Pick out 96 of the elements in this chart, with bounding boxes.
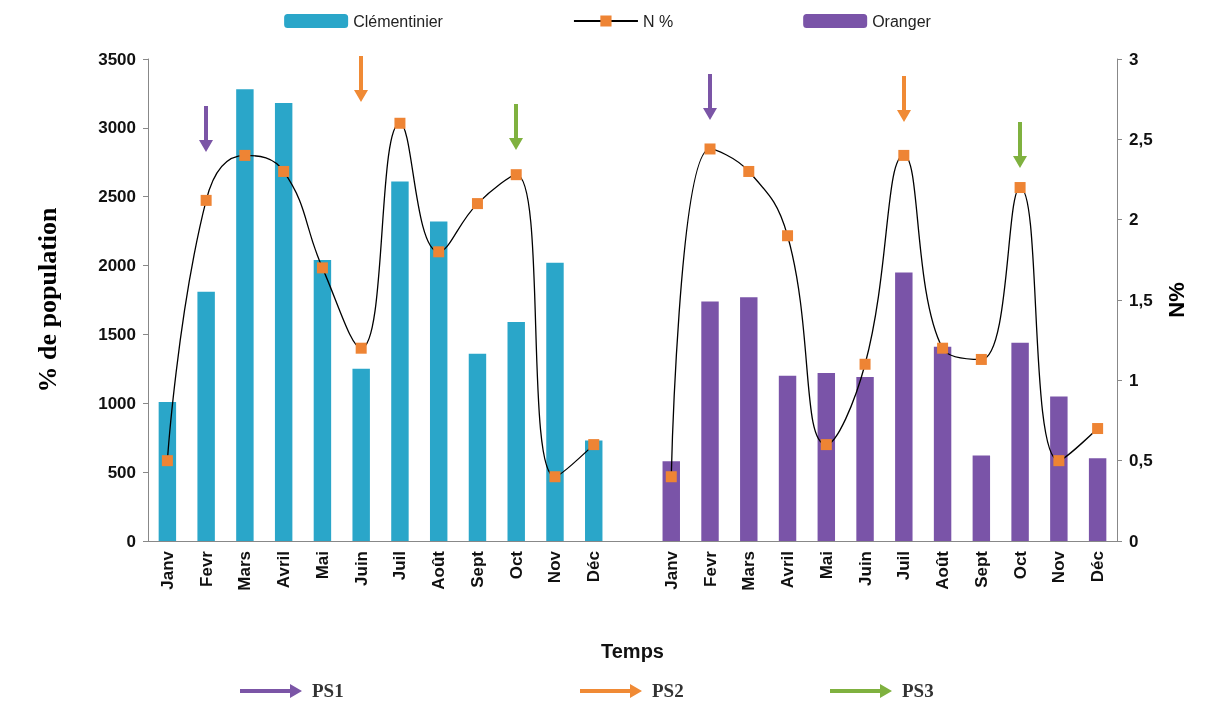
bar xyxy=(274,103,293,541)
point xyxy=(200,194,212,206)
x-tick-label: Juin xyxy=(351,551,371,586)
x-tick-label: Mars xyxy=(235,551,255,591)
point xyxy=(278,165,290,177)
point xyxy=(898,149,910,161)
point xyxy=(549,471,561,483)
bar xyxy=(158,401,177,541)
bar xyxy=(391,181,409,541)
x-tick-label: Sept xyxy=(971,550,991,588)
point xyxy=(937,342,949,354)
y-axis-title: % de population xyxy=(32,206,62,393)
y2-tick-label: 0 xyxy=(1129,531,1139,551)
bar xyxy=(662,461,680,541)
point xyxy=(704,143,716,155)
point xyxy=(1092,423,1104,435)
point xyxy=(588,439,600,451)
y-tick-label: 500 xyxy=(107,462,136,482)
text: PS2 xyxy=(652,680,684,702)
y2-tick-label: 1,5 xyxy=(1129,290,1153,310)
point xyxy=(1053,455,1065,467)
point xyxy=(665,471,677,483)
y-tick-label: 1500 xyxy=(98,324,136,344)
point xyxy=(394,117,406,129)
y-tick-label: 3500 xyxy=(98,49,136,69)
point xyxy=(316,262,328,274)
y-tick-label: 3000 xyxy=(98,118,136,138)
x-tick-label: Fevr xyxy=(196,550,216,587)
point xyxy=(471,198,483,210)
legend-label: N % xyxy=(642,12,674,30)
point xyxy=(743,165,755,177)
x-tick-label: Janv xyxy=(661,550,681,590)
bar xyxy=(778,375,797,541)
bar xyxy=(313,260,332,541)
point xyxy=(975,353,987,365)
y2-tick-label: 2,5 xyxy=(1129,129,1153,149)
x-tick-label: Oct xyxy=(506,550,526,580)
x-tick-label: Juil xyxy=(390,551,410,581)
point xyxy=(820,439,832,451)
bar xyxy=(895,272,913,541)
bar xyxy=(856,377,874,541)
bar xyxy=(429,221,448,541)
point xyxy=(239,149,251,161)
y-tick-label: 2000 xyxy=(98,256,136,276)
y2-tick-label: 0,5 xyxy=(1129,451,1153,471)
x-tick-label: Avril xyxy=(274,551,294,589)
bar xyxy=(507,322,525,541)
bar xyxy=(546,262,564,541)
bar xyxy=(352,368,370,541)
point xyxy=(782,230,794,242)
y2-axis-title: N% xyxy=(1163,282,1189,318)
point xyxy=(859,358,871,370)
x-tick-label: Mai xyxy=(816,551,836,580)
bar xyxy=(972,455,991,541)
point xyxy=(1014,182,1026,194)
bar xyxy=(1050,396,1068,541)
y2-tick-label: 3 xyxy=(1129,49,1139,69)
x-tick-label: Août xyxy=(933,550,953,590)
text: PS3 xyxy=(902,680,934,702)
x-tick-label: Nov xyxy=(545,550,565,584)
x-tick-label: Juin xyxy=(855,551,875,586)
x-tick-label: Sept xyxy=(467,550,487,588)
point xyxy=(433,246,445,258)
legend-label: Oranger xyxy=(872,12,932,30)
x-tick-label: Déc xyxy=(584,551,604,583)
bar xyxy=(468,353,487,541)
x-tick-label: Oct xyxy=(1010,550,1030,580)
point xyxy=(510,169,522,181)
bar xyxy=(197,291,215,541)
bar xyxy=(585,440,603,541)
point xyxy=(161,455,173,467)
bar xyxy=(817,372,836,541)
text: PS1 xyxy=(312,680,344,702)
point xyxy=(355,342,367,354)
bar xyxy=(1088,458,1107,541)
y2-tick-label: 2 xyxy=(1129,210,1139,230)
y-tick-label: 1000 xyxy=(98,393,136,413)
y-tick-label: 2500 xyxy=(98,187,136,207)
x-tick-label: Avril xyxy=(778,551,798,589)
y2-tick-label: 1 xyxy=(1129,370,1139,390)
x-tick-label: Déc xyxy=(1088,551,1108,583)
x-tick-label: Mars xyxy=(739,551,759,591)
bar xyxy=(701,301,719,541)
x-axis-title: Temps xyxy=(601,640,664,662)
x-tick-label: Janv xyxy=(157,550,177,590)
x-tick-label: Juil xyxy=(894,551,914,581)
y-tick-label: 0 xyxy=(126,531,136,551)
legend-label: Clémentinier xyxy=(353,12,444,30)
bar xyxy=(1011,342,1029,541)
x-tick-label: Nov xyxy=(1049,550,1069,584)
bar xyxy=(236,89,254,541)
x-tick-label: Fevr xyxy=(700,550,720,587)
x-tick-label: Mai xyxy=(312,551,332,580)
bar xyxy=(933,346,952,541)
x-tick-label: Août xyxy=(429,550,449,590)
bar xyxy=(740,297,758,541)
